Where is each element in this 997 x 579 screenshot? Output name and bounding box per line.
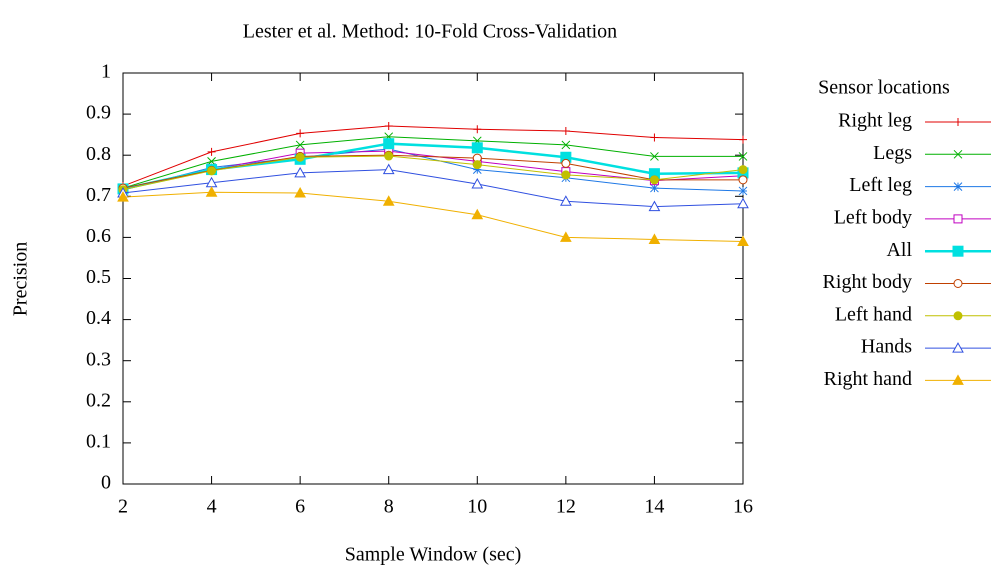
y-tick-label: 0.8: [86, 143, 111, 165]
marker: [952, 245, 964, 257]
legend-label: Hands: [861, 336, 912, 358]
y-tick-label: 0.1: [86, 430, 111, 452]
legend-label: Right leg: [838, 110, 912, 132]
plot-frame: [122, 72, 744, 485]
series-line: [122, 169, 744, 208]
marker: [471, 208, 484, 220]
marker: [561, 140, 571, 150]
marker: [739, 135, 747, 144]
marker: [472, 160, 482, 170]
marker: [650, 183, 659, 193]
x-tick-label: 4: [207, 496, 217, 518]
marker: [650, 152, 659, 161]
legend-label: All: [886, 239, 912, 261]
marker: [561, 158, 571, 168]
x-tick-label: 10: [467, 496, 487, 518]
marker: [294, 186, 306, 198]
marker: [648, 233, 661, 244]
marker: [738, 152, 748, 161]
marker: [953, 182, 963, 191]
y-tick-label: 0.2: [86, 389, 111, 411]
legend-label: Right body: [823, 271, 912, 293]
x-tick-label: 14: [644, 496, 664, 518]
y-tick-label: 0.6: [86, 225, 111, 247]
legend-label: Left leg: [849, 174, 912, 196]
marker: [560, 195, 572, 206]
x-tick-label: 8: [384, 496, 394, 518]
y-tick-label: 0.5: [86, 266, 111, 288]
marker: [207, 147, 216, 156]
legend-label: Right hand: [824, 368, 912, 390]
marker: [648, 200, 661, 212]
marker: [382, 195, 395, 206]
marker: [472, 165, 482, 174]
marker: [953, 311, 963, 321]
marker: [737, 197, 749, 209]
y-tick-label: 0.9: [86, 102, 111, 124]
marker: [952, 342, 964, 353]
marker: [953, 149, 963, 159]
marker: [561, 170, 571, 180]
marker: [649, 175, 659, 185]
x-tick-label: 2: [118, 496, 128, 518]
marker: [383, 138, 395, 150]
marker: [384, 151, 394, 161]
marker: [650, 133, 659, 142]
series-line: [122, 155, 744, 191]
marker: [953, 214, 963, 224]
marker: [738, 165, 748, 175]
marker: [295, 152, 305, 162]
series-line: [122, 136, 743, 189]
series-line: [122, 148, 744, 192]
marker: [738, 186, 748, 196]
marker: [471, 142, 483, 154]
x-tick-label: 16: [733, 496, 753, 518]
marker: [384, 122, 393, 131]
marker: [560, 231, 572, 242]
marker: [207, 166, 217, 176]
marker: [205, 186, 218, 197]
x-axis-label: Sample Window (sec): [345, 544, 522, 566]
marker: [738, 175, 748, 185]
y-tick-label: 1: [101, 61, 111, 83]
y-tick-label: 0.4: [86, 307, 111, 329]
marker: [382, 163, 395, 175]
legend-label: Left hand: [835, 303, 912, 325]
marker: [296, 129, 305, 138]
marker: [471, 177, 484, 189]
marker: [295, 140, 305, 150]
x-tick-label: 12: [556, 496, 576, 518]
marker: [561, 126, 570, 135]
marker: [953, 279, 963, 288]
y-axis-label: Precision: [10, 242, 32, 316]
series-line: [122, 191, 744, 243]
chart-title: Lester et al. Method: 10-Fold Cross-Vali…: [243, 21, 617, 43]
legend-label: Left body: [834, 206, 912, 228]
series-line: [122, 125, 744, 187]
legend-title: Sensor locations: [818, 77, 950, 99]
y-tick-label: 0.3: [86, 348, 111, 370]
y-tick-label: 0.7: [86, 184, 111, 206]
marker: [737, 235, 749, 247]
marker: [473, 125, 482, 134]
legend-label: Legs: [873, 142, 912, 164]
marker: [294, 166, 306, 178]
marker: [952, 374, 964, 385]
marker: [117, 191, 129, 202]
y-tick-label: 0: [101, 472, 111, 494]
marker: [954, 118, 962, 126]
marker: [207, 157, 216, 166]
x-tick-label: 6: [295, 496, 305, 518]
